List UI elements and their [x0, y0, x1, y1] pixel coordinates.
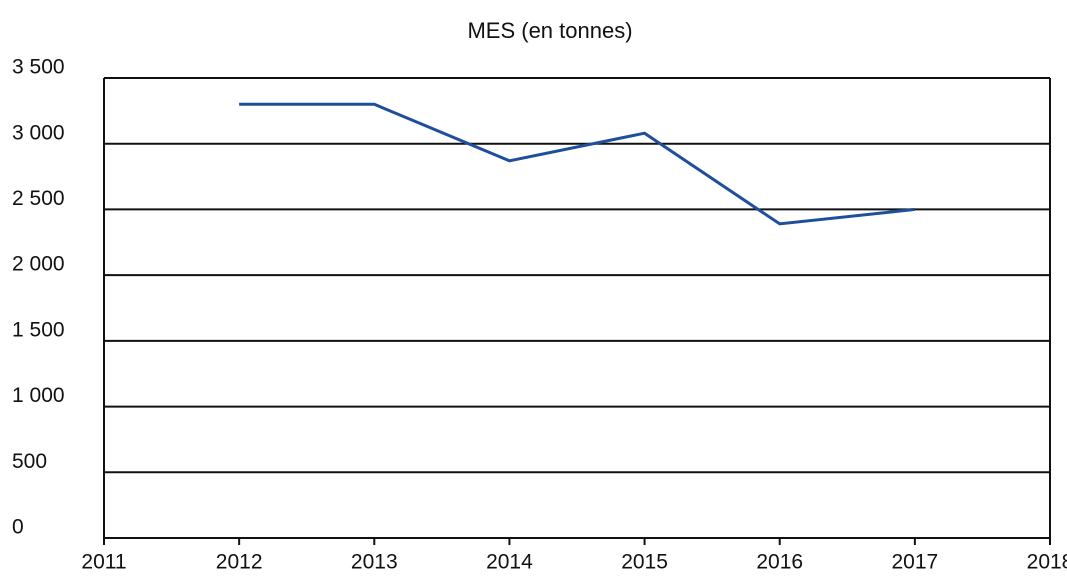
- data-line: [239, 102, 916, 226]
- x-tick-label: 2015: [621, 551, 668, 574]
- y-tick-label: 2 500: [12, 187, 65, 210]
- x-tick-label: 2013: [351, 551, 398, 574]
- y-tick-label: 500: [12, 450, 47, 473]
- y-tick-label: 3 500: [12, 56, 65, 79]
- x-tick-label: 2017: [891, 551, 938, 574]
- chart-title: MES (en tonnes): [467, 18, 632, 43]
- x-tick-label: 2014: [486, 551, 533, 574]
- y-tick-label: 0: [12, 516, 24, 539]
- x-tick-label: 2016: [756, 551, 803, 574]
- x-tick-label: 2012: [216, 551, 263, 574]
- y-tick-label: 1 500: [12, 318, 65, 341]
- y-tick-label: 1 000: [12, 384, 65, 407]
- y-tick-label: 3 000: [12, 121, 65, 144]
- y-tick-label: 2 000: [12, 253, 65, 276]
- x-tick-label: 2018: [1027, 551, 1067, 574]
- x-tick-label: 2011: [81, 551, 126, 574]
